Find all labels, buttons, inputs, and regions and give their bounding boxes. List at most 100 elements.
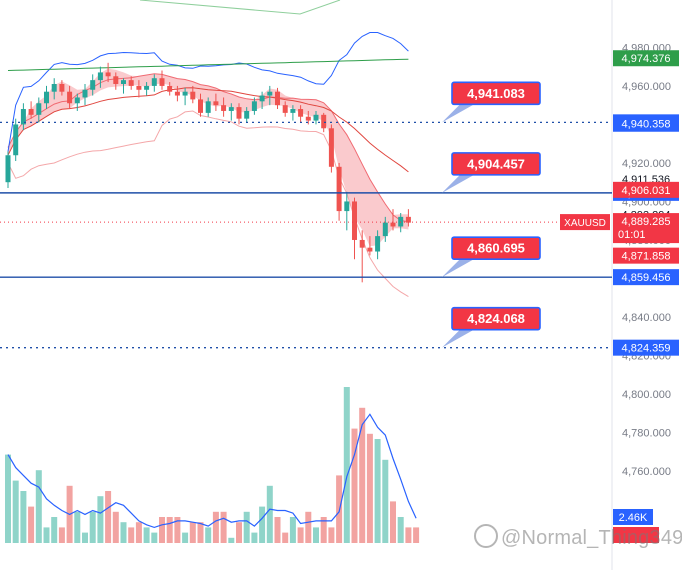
volume-bar <box>105 491 112 543</box>
candle-body <box>74 97 80 104</box>
candle-body <box>251 101 257 111</box>
candle-body <box>228 107 234 111</box>
volume-bar <box>28 506 35 543</box>
volume-tag <box>613 509 653 525</box>
volume-bar <box>128 527 135 543</box>
candle-body <box>344 201 350 212</box>
candle-body <box>390 222 396 227</box>
candle-body <box>151 78 157 86</box>
axis-price-tag-text: 4,871.858 <box>622 251 671 263</box>
candle-body <box>205 101 211 113</box>
y-tick-label: 4,780.000 <box>622 428 671 440</box>
candle-body <box>405 216 411 223</box>
volume-bar <box>313 527 319 543</box>
axis-price-tag <box>613 115 679 132</box>
axis-price-tag <box>613 181 679 198</box>
volume-bar <box>174 517 181 543</box>
axis-price-tag <box>613 50 679 67</box>
y-tick-label: 4,840.000 <box>622 312 671 324</box>
candle-body <box>221 105 227 111</box>
volume-bar <box>205 527 212 543</box>
callout-label: 4,941.083 <box>467 86 525 101</box>
axis-price-tag-text: 4,824.359 <box>622 343 671 355</box>
axis-price-tag-text: 4,940.358 <box>622 119 671 131</box>
volume-ma-line <box>7 413 417 529</box>
candle-body <box>267 91 273 96</box>
volume-bar <box>135 522 142 543</box>
y-tick-label: 4,760.000 <box>622 466 671 478</box>
volume-bar <box>112 511 119 543</box>
symbol-tag-text: XAUUSD <box>564 218 606 229</box>
candle-body <box>352 201 357 240</box>
volume-bar <box>390 501 396 543</box>
candle-body <box>244 110 250 119</box>
candle-body <box>375 236 381 252</box>
volume-bar <box>343 387 350 543</box>
callout-pointer <box>442 174 474 193</box>
candle-body <box>359 239 365 248</box>
candle-body <box>321 114 327 129</box>
candle-body <box>167 85 173 92</box>
volume-bar <box>282 532 289 543</box>
volume-bar <box>297 527 304 543</box>
candle-body <box>190 91 196 100</box>
callout-pointer <box>442 104 474 123</box>
middle-band-line <box>7 87 409 173</box>
candle-body <box>290 109 296 113</box>
axis-price-tag-text: 4,906.031 <box>622 185 671 197</box>
candle-body <box>159 78 165 86</box>
candle-body <box>282 105 288 113</box>
candle-body <box>259 95 265 102</box>
volume-bar <box>20 491 27 543</box>
candle-body <box>367 247 373 252</box>
candle-body <box>105 72 111 77</box>
volume-ma-tag <box>613 527 659 543</box>
candle-body <box>275 91 280 106</box>
candle-body <box>97 72 103 81</box>
volume-bar <box>397 517 404 543</box>
watermark: @Normal_Thing3496 <box>474 524 682 550</box>
volume-bar <box>274 517 281 543</box>
candle-body <box>121 80 126 84</box>
callout-box <box>451 81 541 106</box>
candle-body <box>298 109 304 117</box>
volume-bar <box>374 439 381 543</box>
volume-bar <box>289 517 296 543</box>
volume-bar <box>243 511 250 543</box>
volume-bar <box>228 537 235 543</box>
symbol-tag <box>560 214 610 231</box>
y-tick-label: 4,960.000 <box>622 81 671 93</box>
axis-price-tag-text: 4,859.456 <box>622 272 671 284</box>
candle-body <box>5 155 11 183</box>
top-ma-line <box>139 0 341 15</box>
candles <box>5 62 411 283</box>
volume-bar <box>305 511 312 543</box>
callout-label: 4,860.695 <box>467 241 525 256</box>
volume-bar <box>82 532 88 543</box>
volume-bar <box>251 532 258 543</box>
candle-body <box>28 109 34 115</box>
candle-body <box>174 91 180 96</box>
volume-bar <box>35 470 42 543</box>
volume-bar <box>120 522 127 543</box>
candle-body <box>305 116 311 121</box>
callout-label: 4,904.457 <box>467 156 525 171</box>
volume-bar <box>220 511 227 543</box>
volume-bar <box>51 517 58 543</box>
volume-bar <box>97 496 104 543</box>
volume-bar <box>382 459 389 543</box>
candle-body <box>198 99 203 113</box>
y-tick-label: 4,920.000 <box>622 158 671 170</box>
candle-body <box>90 80 96 90</box>
candle-body <box>13 124 19 156</box>
volume-bar <box>159 517 165 543</box>
volume-bar <box>12 480 19 543</box>
volume-bar <box>143 527 150 543</box>
volume-bar <box>197 522 204 543</box>
candle-body <box>136 85 142 90</box>
callout-box <box>451 152 541 176</box>
volume-bar <box>74 511 81 543</box>
candle-body <box>44 91 49 104</box>
long-ma-line <box>7 58 409 71</box>
